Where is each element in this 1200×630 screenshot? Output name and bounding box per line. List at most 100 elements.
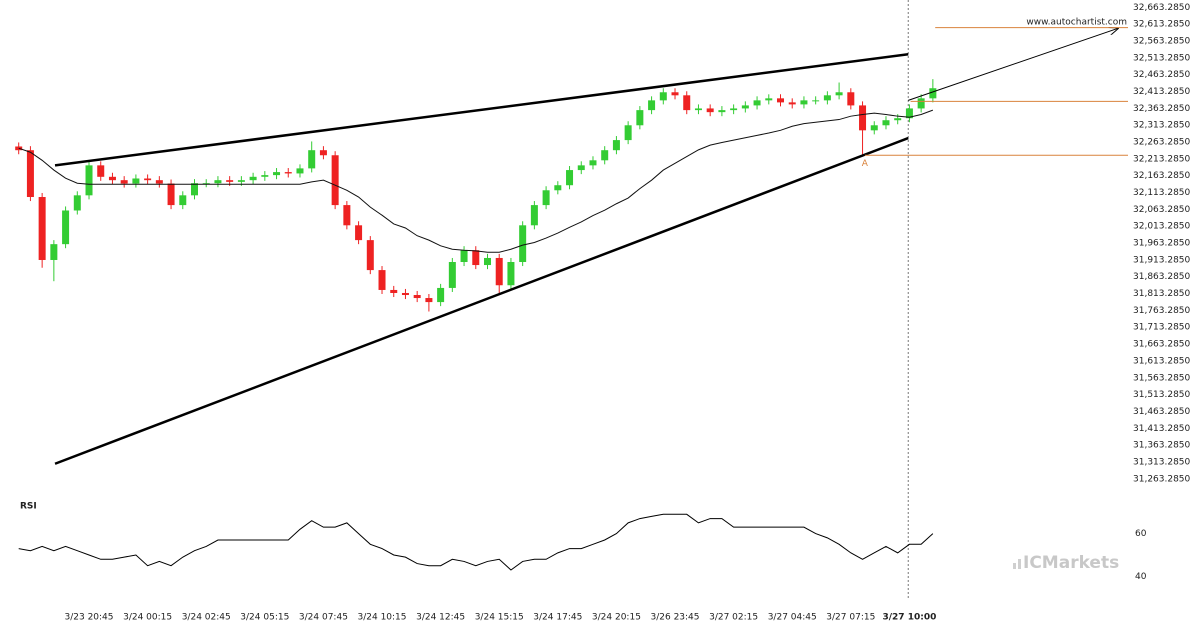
- candle-body: [343, 205, 351, 226]
- candle-body: [929, 88, 937, 99]
- watermark: ICMarkets: [1023, 553, 1119, 573]
- candle-body: [120, 180, 128, 184]
- y-tick-label: 31,263.2850: [1133, 474, 1191, 484]
- x-tick-label: 3/27 07:15: [826, 613, 875, 623]
- candle-body: [612, 140, 620, 151]
- candle-body: [437, 287, 445, 303]
- candle-body: [495, 257, 503, 286]
- y-tick-label: 31,963.2850: [1133, 239, 1191, 249]
- y-tick-label: 32,463.2850: [1133, 70, 1191, 80]
- y-tick-label: 31,813.2850: [1133, 289, 1191, 299]
- candle-body: [788, 102, 796, 105]
- candle-body: [683, 95, 691, 111]
- candle-body: [530, 205, 538, 226]
- trendline: [54, 52, 909, 167]
- candle-body: [202, 183, 210, 185]
- candle-body: [97, 165, 105, 177]
- moving-average: [18, 109, 934, 253]
- y-tick-label: 31,863.2850: [1133, 272, 1191, 282]
- y-tick-label: 32,213.2850: [1133, 154, 1191, 164]
- candle-body: [167, 183, 175, 206]
- candle-body: [401, 292, 409, 296]
- x-tick-label: 3/24 20:15: [592, 613, 641, 623]
- candle-body: [917, 98, 925, 109]
- level-label: A: [862, 159, 869, 169]
- candle-body: [577, 165, 585, 171]
- candle-body: [753, 100, 761, 106]
- candle-body: [85, 165, 93, 196]
- candle-body: [741, 105, 749, 109]
- y-tick-label: 32,663.2850: [1133, 3, 1191, 13]
- candle-body: [319, 150, 327, 156]
- candle-body: [179, 195, 187, 206]
- candle-body: [308, 150, 316, 169]
- candle-body: [800, 100, 808, 105]
- trendline: [54, 136, 909, 465]
- candle-body: [812, 100, 820, 102]
- rsi-tick-label: 40: [1135, 572, 1147, 582]
- candle-body: [542, 190, 550, 206]
- y-tick-label: 32,063.2850: [1133, 205, 1191, 215]
- x-tick-label: 3/26 23:45: [651, 613, 700, 623]
- candle-body: [765, 98, 773, 101]
- x-tick-label: 3/24 10:15: [358, 613, 407, 623]
- candle-body: [249, 176, 257, 181]
- x-tick-label: 3/24 15:15: [475, 613, 524, 623]
- candle-body: [108, 176, 116, 181]
- candle-body: [132, 178, 140, 184]
- candle-body: [38, 197, 46, 260]
- y-tick-label: 32,363.2850: [1133, 104, 1191, 114]
- candle-body: [413, 295, 421, 299]
- candle-body: [460, 250, 468, 263]
- candle-body: [155, 180, 163, 184]
- x-tick-label: 3/27 10:00: [882, 613, 936, 623]
- candle-body: [50, 244, 58, 260]
- candle-body: [73, 195, 81, 211]
- y-tick-label: 31,663.2850: [1133, 340, 1191, 350]
- x-tick-label: 3/24 17:45: [533, 613, 582, 623]
- x-tick-label: 3/27 04:45: [768, 613, 817, 623]
- candle-body: [296, 168, 304, 174]
- candle-body: [694, 108, 702, 111]
- x-tick-label: 3/24 05:15: [240, 613, 289, 623]
- candle-body: [425, 298, 433, 303]
- y-tick-label: 31,763.2850: [1133, 306, 1191, 316]
- candle-body: [671, 92, 679, 96]
- y-tick-label: 32,113.2850: [1133, 188, 1191, 198]
- candle-body: [390, 289, 398, 293]
- candle-body: [859, 105, 867, 131]
- x-tick-label: 3/24 00:15: [123, 613, 172, 623]
- rsi-line: [18, 513, 934, 571]
- candle-body: [472, 250, 480, 266]
- forecast-arrow: [908, 28, 1118, 101]
- x-tick-label: 3/24 02:45: [182, 613, 231, 623]
- candle-body: [659, 92, 667, 101]
- rsi-tick-label: 60: [1135, 529, 1147, 539]
- candle-body: [823, 95, 831, 101]
- y-tick-label: 32,563.2850: [1133, 36, 1191, 46]
- y-tick-label: 31,563.2850: [1133, 373, 1191, 383]
- candle-body: [26, 150, 34, 198]
- y-tick-label: 32,613.2850: [1133, 20, 1191, 30]
- candle-body: [144, 178, 152, 181]
- y-tick-label: 31,913.2850: [1133, 255, 1191, 265]
- candle-body: [870, 125, 878, 131]
- candle-body: [835, 92, 843, 96]
- candle-body: [226, 180, 234, 182]
- y-tick-label: 31,713.2850: [1133, 323, 1191, 333]
- y-tick-label: 31,363.2850: [1133, 441, 1191, 451]
- watermark-icon: [1013, 559, 1021, 569]
- y-tick-label: 31,613.2850: [1133, 356, 1191, 366]
- candle-body: [554, 185, 562, 191]
- candle-body: [366, 240, 374, 271]
- site-label: www.autochartist.com: [1026, 18, 1127, 28]
- y-tick-label: 32,313.2850: [1133, 121, 1191, 131]
- candle-body: [331, 155, 339, 206]
- candle-body: [589, 160, 597, 166]
- y-tick-label: 31,313.2850: [1133, 457, 1191, 467]
- candle-body: [484, 257, 491, 266]
- x-tick-label: 3/24 12:45: [416, 613, 465, 623]
- candle-body: [882, 120, 890, 126]
- y-tick-label: 32,513.2850: [1133, 53, 1191, 63]
